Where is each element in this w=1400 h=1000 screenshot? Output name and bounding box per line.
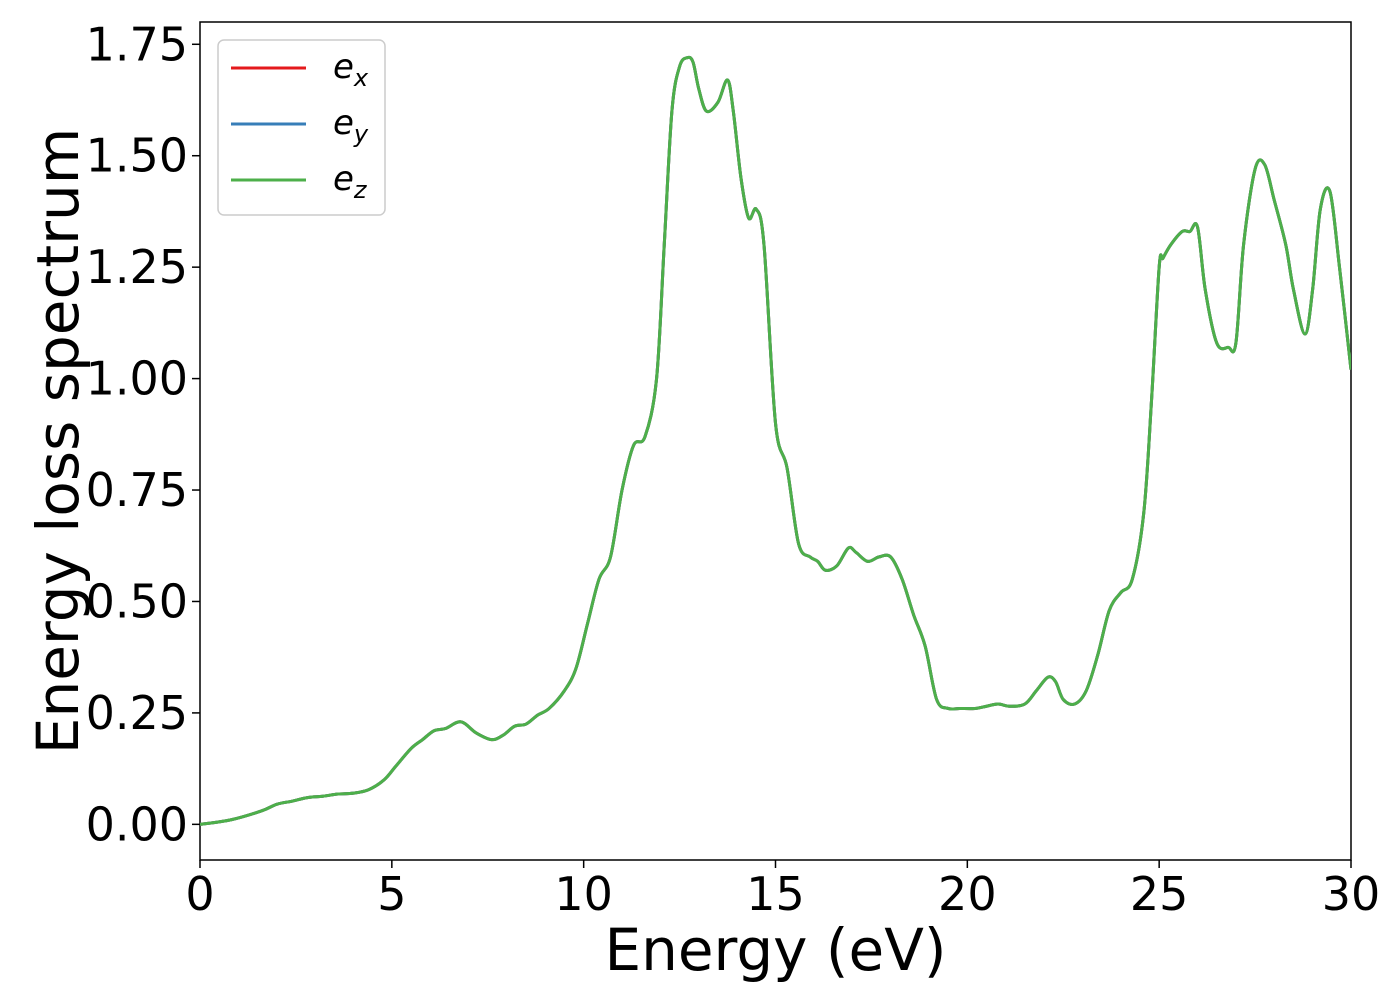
x-tick-label: 20 xyxy=(938,867,997,921)
x-axis-ticks: 0 5 10 15 20 25 30 xyxy=(185,860,1380,921)
x-tick-label: 30 xyxy=(1322,867,1381,921)
x-axis-label: Energy (eV) xyxy=(604,916,946,984)
x-tick-label: 0 xyxy=(185,867,214,921)
y-axis-label: Energy loss spectrum xyxy=(24,128,92,754)
y-tick-label: 1.75 xyxy=(86,17,188,71)
x-tick-label: 5 xyxy=(377,867,406,921)
y-tick-label: 1.00 xyxy=(86,352,188,406)
legend-label-ez: ez xyxy=(333,159,368,204)
legend: ex ey ez xyxy=(217,39,386,216)
y-tick-label: 0.00 xyxy=(86,797,188,851)
y-tick-label: 0.50 xyxy=(86,574,188,628)
series-line-ez xyxy=(200,55,1351,826)
legend-label-ex: ex xyxy=(333,47,369,92)
x-tick-label: 25 xyxy=(1130,867,1189,921)
legend-label-ey: ey xyxy=(333,103,369,148)
y-tick-label: 1.50 xyxy=(86,129,188,183)
x-tick-label: 15 xyxy=(746,867,805,921)
plot-area xyxy=(199,21,1352,861)
legend-box xyxy=(217,39,386,216)
x-tick-label: 10 xyxy=(554,867,613,921)
series-layer xyxy=(200,55,1351,826)
y-tick-label: 0.25 xyxy=(86,686,188,740)
y-tick-label: 0.75 xyxy=(86,463,188,517)
y-tick-label: 1.25 xyxy=(86,240,188,294)
y-axis-ticks: 0.00 0.25 0.50 0.75 1.00 1.25 1.50 1.75 xyxy=(86,17,200,851)
